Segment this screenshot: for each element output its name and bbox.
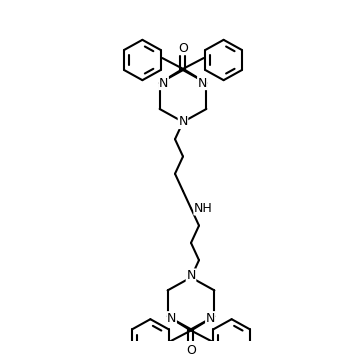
Text: O: O	[178, 43, 188, 55]
Text: N: N	[206, 312, 215, 325]
Text: N: N	[198, 77, 207, 89]
Text: O: O	[186, 344, 196, 355]
Text: N: N	[167, 312, 176, 325]
Text: N: N	[186, 269, 196, 282]
Text: NH: NH	[194, 202, 213, 215]
Text: N: N	[159, 77, 168, 89]
Text: N: N	[178, 115, 188, 129]
